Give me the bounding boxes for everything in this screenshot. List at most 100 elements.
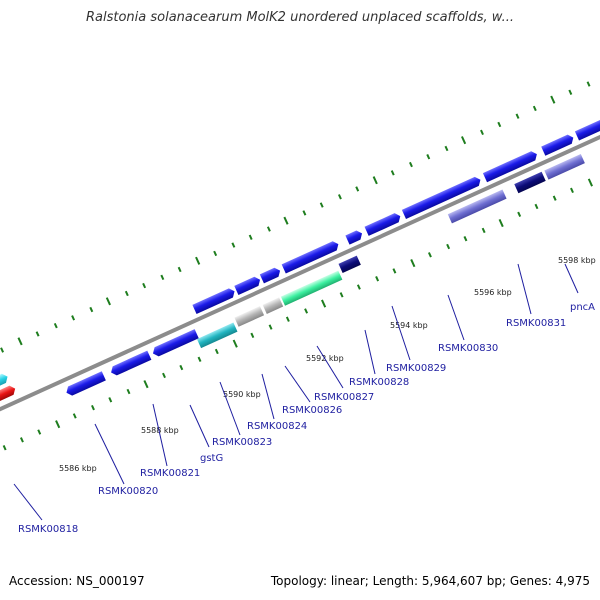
gene-feature[interactable]	[401, 175, 483, 219]
ruler-tick	[108, 397, 113, 403]
gene-label[interactable]: pncA	[570, 302, 595, 313]
label-leader-lines	[13, 263, 579, 521]
ruler-tick	[195, 256, 201, 265]
gene-feature[interactable]	[541, 133, 575, 156]
ruler-tick	[232, 339, 238, 348]
gene-feature[interactable]	[259, 266, 282, 284]
gene-label[interactable]: gstG	[200, 453, 223, 464]
gene-feature[interactable]	[447, 189, 507, 224]
ruler-tick	[480, 129, 484, 136]
ruler-label: 5590 kbp	[223, 390, 261, 399]
ruler-tick	[375, 276, 380, 282]
ruler-tick	[214, 348, 219, 355]
gene-feature[interactable]	[109, 350, 152, 377]
leader-line	[13, 483, 43, 521]
ruler-tick	[586, 81, 591, 87]
ruler-tick	[197, 356, 202, 362]
leader-line	[447, 294, 465, 341]
ruler-label: 5586 kbp	[59, 464, 97, 473]
gene-feature[interactable]	[280, 270, 343, 306]
gene-feature[interactable]	[0, 384, 17, 412]
ruler-tick	[339, 292, 344, 298]
gene-label[interactable]: RSMK00828	[349, 377, 409, 388]
reverse-strand-genes	[64, 153, 585, 397]
gene-label[interactable]: RSMK00831	[506, 318, 566, 329]
gene-feature[interactable]	[338, 255, 361, 273]
ruler-tick	[213, 250, 218, 257]
ruler-tick	[410, 259, 416, 268]
ruler-tick	[568, 89, 573, 95]
ruler-tick	[321, 299, 327, 308]
ruler-tick	[515, 113, 520, 119]
ruler-label: 5596 kbp	[474, 288, 512, 297]
ruler-tick	[266, 226, 271, 232]
gene-label[interactable]: RSMK00830	[438, 343, 498, 354]
gene-label[interactable]: RSMK00826	[282, 405, 342, 416]
gene-label[interactable]: RSMK00818	[18, 524, 78, 535]
gene-feature[interactable]	[281, 240, 341, 274]
ruler-tick	[19, 437, 24, 443]
forward-strand-genes	[0, 97, 600, 412]
gene-label[interactable]: RSMK00821	[140, 468, 200, 479]
gene-feature[interactable]	[234, 275, 262, 295]
ruler-tick	[285, 316, 290, 322]
ruler-tick	[89, 306, 94, 313]
gene-label[interactable]: RSMK00820	[98, 486, 158, 497]
gene-label[interactable]: RSMK00823	[212, 437, 272, 448]
ruler-tick	[53, 322, 58, 329]
gene-feature[interactable]	[345, 229, 364, 245]
ruler-tick	[532, 105, 537, 112]
ruler-tick	[55, 420, 61, 429]
ruler-tick	[72, 413, 77, 419]
ruler-tick	[534, 203, 539, 210]
genome-summary: Topology: linear; Length: 5,964,607 bp; …	[270, 574, 590, 588]
ruler-tick	[160, 274, 165, 281]
ruler-tick	[126, 388, 131, 395]
gene-label[interactable]: RSMK00827	[314, 392, 374, 403]
accession-label: Accession: NS_000197	[9, 574, 145, 588]
gene-feature[interactable]	[151, 329, 199, 358]
ruler-tick	[248, 234, 253, 240]
gene-feature[interactable]	[234, 306, 265, 327]
gene-feature[interactable]	[64, 371, 106, 397]
gene-feature[interactable]	[574, 97, 600, 141]
gene-label[interactable]: RSMK00829	[386, 363, 446, 374]
ruler-tick	[250, 332, 255, 339]
gene-label[interactable]: RSMK00824	[247, 421, 307, 432]
ruler-tick	[162, 372, 166, 379]
ruler-tick	[304, 308, 309, 314]
leader-line	[517, 263, 532, 315]
leader-line	[94, 423, 125, 485]
gene-feature[interactable]	[196, 322, 238, 349]
gene-feature[interactable]	[364, 212, 403, 236]
ruler-tick	[105, 297, 111, 306]
ruler-tick	[392, 268, 397, 274]
ruler-label: 5594 kbp	[390, 321, 428, 330]
gene-feature[interactable]	[514, 171, 546, 194]
ruler-tick	[143, 380, 149, 389]
gene-feature[interactable]	[544, 153, 585, 180]
ruler-tick	[91, 404, 95, 411]
ruler-tick	[17, 337, 23, 346]
inner-ruler-ticks	[2, 178, 593, 451]
ruler-tick	[550, 95, 556, 104]
ruler-label: 5588 kbp	[141, 426, 179, 435]
ruler-tick	[2, 445, 7, 451]
gene-labels: RSMK00818 RSMK00820 RSMK00821 gstG RSMK0…	[18, 302, 595, 535]
ruler-tick	[231, 242, 236, 248]
ruler-tick	[390, 170, 395, 176]
ruler-tick	[427, 252, 432, 258]
ruler-tick	[498, 218, 504, 228]
outer-ruler-ticks	[0, 81, 591, 353]
ruler-tick	[552, 195, 557, 201]
gene-feature[interactable]	[482, 150, 539, 183]
leader-line	[564, 263, 579, 294]
ruler-tick	[356, 284, 361, 290]
gene-feature[interactable]	[192, 287, 236, 314]
ruler-label: 5598 kbp	[558, 256, 596, 265]
ruler-tick	[319, 202, 324, 208]
ruler-tick	[409, 161, 413, 168]
gene-feature[interactable]	[262, 297, 284, 314]
ruler-tick	[444, 145, 449, 152]
